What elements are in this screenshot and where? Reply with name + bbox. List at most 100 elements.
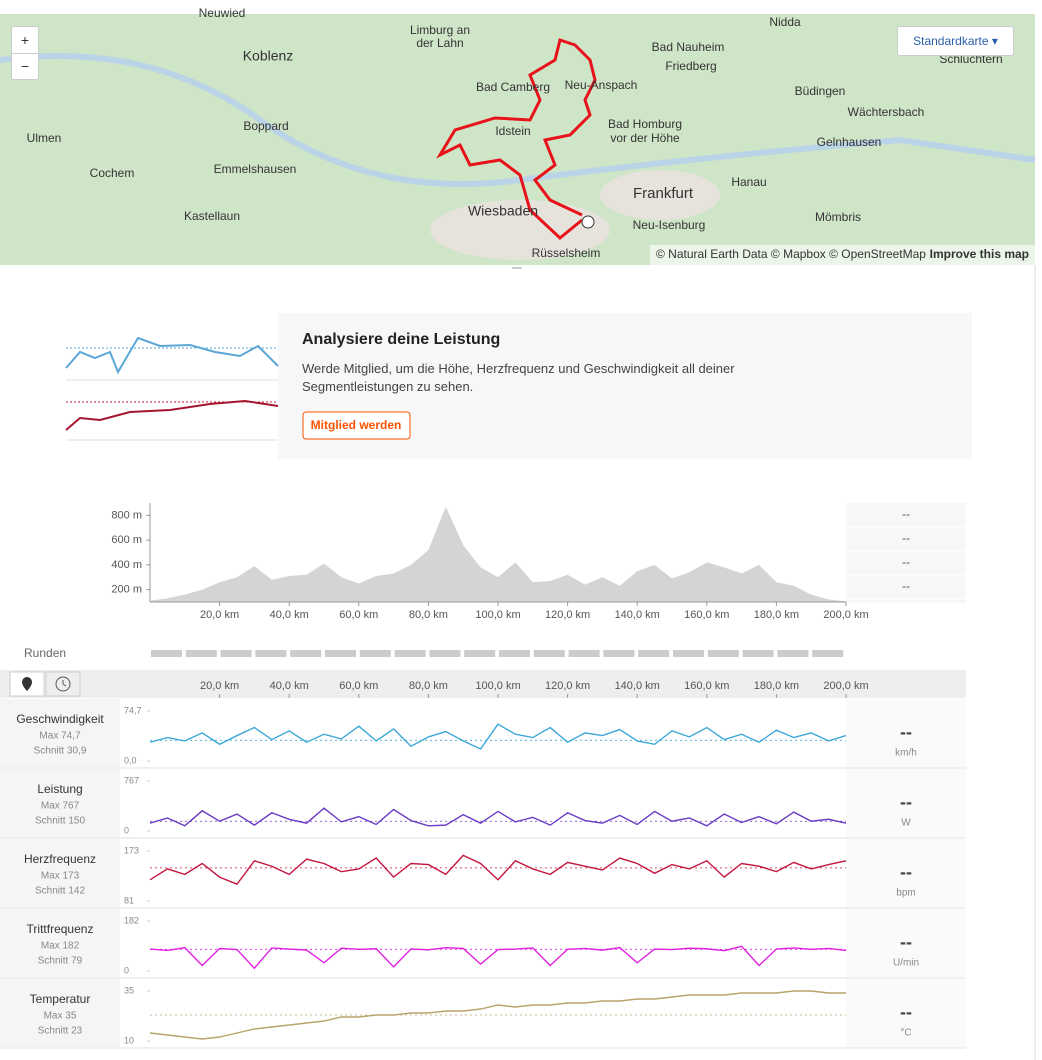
side-value: -- <box>902 579 910 593</box>
lap-bar <box>812 650 844 657</box>
place-label: Limburg an <box>410 23 470 37</box>
promo-text-box: Werde Mitglied, um die Höhe, Herzfrequen… <box>302 361 735 394</box>
lap-bar <box>707 650 739 657</box>
stream-value-panel <box>846 839 966 907</box>
stream-line <box>149 945 847 970</box>
place-label: Neu-Isenburg <box>633 218 706 232</box>
y-tick-label: 182 <box>124 915 139 925</box>
place-label: Bad Nauheim <box>652 40 725 54</box>
x-tick-label: 140,0 km <box>615 680 660 692</box>
x-tick-label: 120,0 km <box>545 609 590 621</box>
y-tick-label: 800 m <box>111 509 142 521</box>
lap-bar <box>359 650 391 657</box>
zoom-out[interactable]: − <box>20 58 30 74</box>
side-value: -- <box>902 531 910 545</box>
y-tick-label: 81 <box>124 895 134 905</box>
place-label: Gelnhausen <box>817 135 882 149</box>
lap-bar <box>394 650 426 657</box>
promo-button[interactable] <box>302 411 411 440</box>
preview-line <box>65 399 279 431</box>
stream-current: -- <box>900 1002 912 1022</box>
time-toggle[interactable] <box>45 671 81 697</box>
stream-max: Max 182 <box>41 941 80 952</box>
x-tick-label: 180,0 km <box>754 680 799 692</box>
promo-button-label[interactable]: Mitglied werden <box>311 418 402 432</box>
improve-link[interactable]: Improve this map <box>930 247 1029 261</box>
x-tick-label: 60,0 km <box>339 609 378 621</box>
place-label: Neu-Anspach <box>565 78 638 92</box>
stream-max: Max 35 <box>44 1011 77 1022</box>
map-style-button[interactable]: Standardkarte ▾ <box>897 26 1014 56</box>
stream-unit: U/min <box>893 958 919 969</box>
stream-label-panel <box>0 839 120 907</box>
y-tick-label: 35 <box>124 985 134 995</box>
attribution: © Natural Earth Data © Mapbox © OpenStre… <box>656 247 926 261</box>
x-tick-label: 140,0 km <box>615 609 660 621</box>
clock-hand <box>62 680 67 687</box>
place-label: Nidda <box>769 15 801 29</box>
stream-avg: Schnitt 150 <box>35 816 85 827</box>
zoom-in[interactable]: + <box>12 27 38 54</box>
stream-line <box>149 854 847 886</box>
y-tick-label: 0,0 <box>124 755 137 765</box>
x-tick-label: 180,0 km <box>754 609 799 621</box>
x-tick-label: 100,0 km <box>475 680 520 692</box>
stream-unit: °C <box>900 1028 911 1039</box>
promo-title: Analysiere deine Leistung <box>302 331 500 348</box>
y-tick-label: 200 m <box>111 584 142 596</box>
stream-label-panel <box>0 909 120 977</box>
lap-bar <box>638 650 670 657</box>
stream-unit: bpm <box>896 888 915 899</box>
lap-bar <box>429 650 461 657</box>
lap-bar <box>673 650 704 657</box>
place-label: Mömbris <box>815 210 861 224</box>
elevation-side <box>846 503 966 603</box>
place-label: Büdingen <box>795 84 846 98</box>
stream-avg: Schnitt 142 <box>35 886 85 897</box>
place-label: Emmelshausen <box>214 162 297 176</box>
lap-bar <box>777 650 809 657</box>
x-tick-label: 60,0 km <box>339 680 378 692</box>
place-label: der Lahn <box>416 36 463 50</box>
lap-bar <box>325 650 356 657</box>
x-tick-label: 20,0 km <box>200 609 239 621</box>
laps-label: Runden <box>24 646 66 660</box>
stream-line <box>149 723 847 750</box>
lap-bar <box>568 650 600 657</box>
place-label: Frankfurt <box>633 185 694 202</box>
stream-current: -- <box>900 792 912 812</box>
stream-name: Trittfrequenz <box>27 922 94 936</box>
lap-bar <box>220 650 252 657</box>
lap-bar <box>151 650 182 657</box>
stream-avg: Schnitt 79 <box>38 956 83 967</box>
lap-bar <box>742 650 774 657</box>
x-tick-label: 120,0 km <box>545 680 590 692</box>
map-style-label: Standardkarte <box>913 34 989 48</box>
place-label: Wächtersbach <box>848 105 925 119</box>
stream-line <box>149 990 846 1040</box>
stream-max: Max 173 <box>41 871 80 882</box>
stream-value-panel <box>846 769 966 837</box>
river <box>0 53 1036 187</box>
stream-avg: Schnitt 30,9 <box>34 746 87 757</box>
y-tick-label: 10 <box>124 1035 134 1045</box>
stream-header <box>0 670 966 698</box>
place-label: Kastellaun <box>184 209 240 223</box>
stream-avg: Schnitt 23 <box>38 1026 83 1037</box>
place-label: Ulmen <box>27 131 62 145</box>
x-tick-label: 80,0 km <box>409 609 448 621</box>
lap-bar <box>499 650 530 657</box>
stream-unit: W <box>901 818 911 829</box>
stream-current: -- <box>900 862 912 882</box>
y-tick-label: 600 m <box>111 534 142 546</box>
place-label: Wiesbaden <box>468 203 538 219</box>
stream-label-panel <box>0 769 120 837</box>
place-label: vor der Höhe <box>610 131 680 145</box>
stream-label-panel <box>0 699 120 767</box>
place-label: Hanau <box>731 175 766 189</box>
y-tick-label: 173 <box>124 845 139 855</box>
attribution-bg <box>650 245 1035 265</box>
stream-name: Temperatur <box>30 992 91 1006</box>
pin-icon <box>22 677 32 691</box>
